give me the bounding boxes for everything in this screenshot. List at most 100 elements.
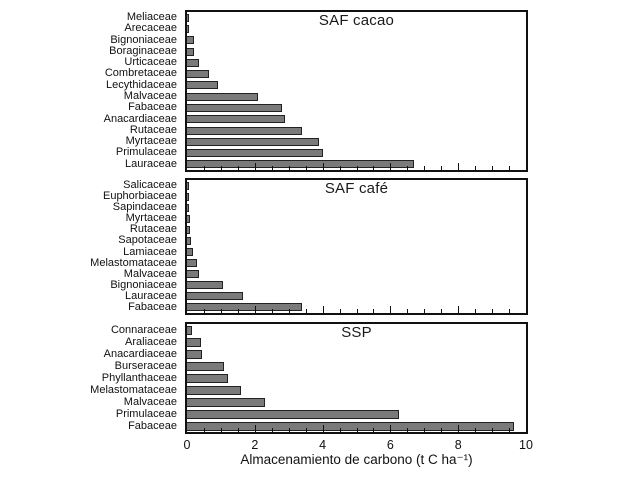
bar (187, 81, 218, 89)
x-major-tick (322, 163, 324, 170)
x-minor-tick (407, 309, 409, 313)
bar (187, 160, 415, 168)
x-minor-tick (441, 166, 443, 170)
bar (187, 48, 194, 56)
x-minor-tick (220, 166, 222, 170)
x-minor-tick (424, 428, 426, 432)
x-minor-tick (288, 428, 290, 432)
category-label: Meliaceae (126, 11, 177, 23)
category-labels-ssp: Connaraceae Araliaceae Anacardiaceae Burser… (40, 324, 181, 432)
bar (187, 127, 303, 135)
category-labels-saf-cacao: Meliaceae Arecaceae Bignoniaceae Boraginace… (40, 11, 181, 170)
x-minor-tick (356, 166, 358, 170)
bar (187, 138, 320, 146)
category-label: Primulaceae (115, 146, 177, 159)
x-tick-label: 8 (454, 438, 462, 452)
bar (187, 303, 303, 311)
bar (187, 59, 199, 67)
bar (187, 70, 210, 78)
bar (187, 350, 203, 359)
x-minor-tick (509, 309, 511, 313)
x-minor-tick (339, 428, 341, 432)
panel-ssp: SSP (185, 322, 528, 434)
x-minor-tick (492, 309, 494, 313)
category-labels-saf-cafe: Salicaceae Euphorbiaceae Sapindaceae Myrtac… (40, 179, 181, 313)
x-minor-tick (237, 166, 239, 170)
category-label: Phyllanthaceae (101, 372, 177, 384)
x-minor-tick (475, 309, 477, 313)
category-label: Salicaceae (123, 179, 177, 191)
category-label: Fabaceae (128, 101, 177, 114)
category-label: Connaraceae (110, 324, 177, 336)
bar (187, 182, 189, 190)
x-minor-tick (220, 428, 222, 432)
category-label: Melastomataceae (90, 256, 177, 269)
panel-title-saf-cacao: SAF cacao (318, 12, 395, 29)
x-minor-tick (424, 166, 426, 170)
bar (187, 115, 286, 123)
x-major-tick (458, 306, 460, 313)
bar (187, 149, 323, 157)
bar (187, 326, 193, 335)
category-label: Sapotaceae (118, 234, 177, 247)
bar (187, 410, 399, 419)
x-minor-tick (203, 309, 205, 313)
category-label: Melastomataceae (90, 384, 177, 396)
x-minor-tick (373, 428, 375, 432)
category-label: Anacardiaceae (103, 348, 177, 360)
x-major-tick (390, 163, 392, 170)
x-minor-tick (475, 428, 477, 432)
x-minor-tick (271, 309, 273, 313)
bar (187, 215, 190, 223)
x-minor-tick (305, 166, 307, 170)
bar (187, 204, 189, 212)
bar (187, 398, 265, 407)
x-major-tick (322, 306, 324, 313)
category-label: Urticaceae (124, 56, 177, 69)
category-label: Araliaceae (125, 336, 177, 348)
category-label: Bignoniaceae (110, 33, 177, 46)
category-label: Lauraceae (125, 157, 177, 170)
panel-title-ssp: SSP (341, 324, 372, 341)
x-minor-tick (509, 428, 511, 432)
x-minor-tick (305, 309, 307, 313)
panel-title-saf-cafe: SAF café (324, 180, 389, 197)
category-label: Lauraceae (125, 289, 177, 302)
bar (187, 270, 199, 278)
panel-saf-cacao: SAF cacao (185, 10, 528, 172)
x-major-tick (254, 425, 256, 432)
bar (187, 338, 201, 347)
x-tick-label: 10 (519, 438, 533, 452)
category-label: Bignoniaceae (110, 278, 177, 291)
x-minor-tick (356, 309, 358, 313)
x-axis-title: Almacenamiento de carbono (t C ha⁻¹) (240, 452, 473, 467)
x-minor-tick (271, 166, 273, 170)
bar (187, 422, 515, 431)
bar (187, 193, 189, 201)
category-label: Sapindaceae (112, 201, 177, 214)
x-major-tick (254, 163, 256, 170)
x-minor-tick (373, 309, 375, 313)
x-minor-tick (305, 428, 307, 432)
x-minor-tick (424, 309, 426, 313)
category-label: Myrtaceae (125, 135, 177, 148)
x-major-tick (458, 163, 460, 170)
x-minor-tick (288, 309, 290, 313)
x-minor-tick (356, 428, 358, 432)
x-minor-tick (237, 428, 239, 432)
category-label: Combretaceae (104, 67, 177, 80)
x-minor-tick (441, 428, 443, 432)
bar (187, 104, 282, 112)
x-major-tick (390, 306, 392, 313)
x-minor-tick (339, 166, 341, 170)
bar (187, 36, 194, 44)
x-tick-label: 6 (386, 438, 394, 452)
bar (187, 248, 194, 256)
bar (187, 281, 223, 289)
bar (187, 292, 243, 300)
x-minor-tick (407, 428, 409, 432)
bar (187, 93, 259, 101)
category-label: Euphorbiaceae (102, 190, 177, 203)
category-label: Anacardiaceae (103, 112, 177, 125)
